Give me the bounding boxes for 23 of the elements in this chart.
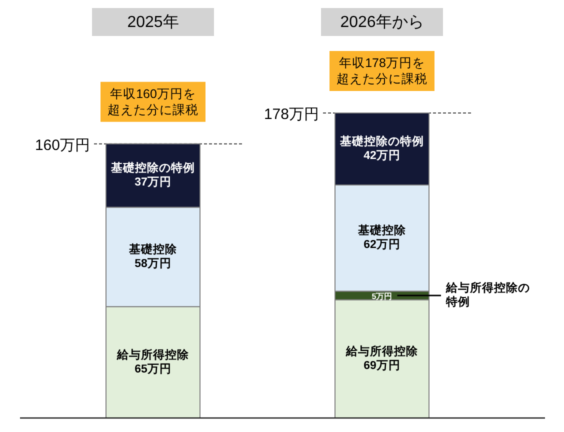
series-label: 基礎控除の特例 <box>110 160 195 175</box>
text: 基礎控除の特例 <box>340 136 424 148</box>
data-label: 65万円 <box>134 362 172 376</box>
text: 給与所得控除 <box>346 346 418 358</box>
x-tick-label: 2025年 <box>127 14 179 30</box>
data-label: 58万円 <box>134 256 172 270</box>
series-label: 給与所得控除 <box>116 347 190 362</box>
series-label: 基礎控除 <box>128 242 178 256</box>
x-tick-label: 2026年から <box>340 14 424 30</box>
data-label: 62万円 <box>364 238 400 252</box>
annotation: 年収160万円を超えた分に課税 <box>100 82 206 122</box>
series-label: 給与所得控除の特例 <box>445 280 530 308</box>
data-label: 42万円 <box>364 148 400 162</box>
annotation: 年収178万円を超えた分に課税 <box>330 51 434 91</box>
data-label: 5万円 <box>372 291 392 300</box>
ref-line-label: 178万円 <box>264 106 319 122</box>
category-label: 2026年から <box>321 8 443 36</box>
data-label: 69万円 <box>364 358 400 372</box>
data-label: 37万円 <box>134 176 172 189</box>
ref-line-label: 160万円 <box>34 136 90 154</box>
text: 基礎控除 <box>358 225 406 238</box>
annotation: 年収160万円を超えた分に課税 <box>108 86 198 117</box>
category-label: 2025年 <box>92 8 214 36</box>
